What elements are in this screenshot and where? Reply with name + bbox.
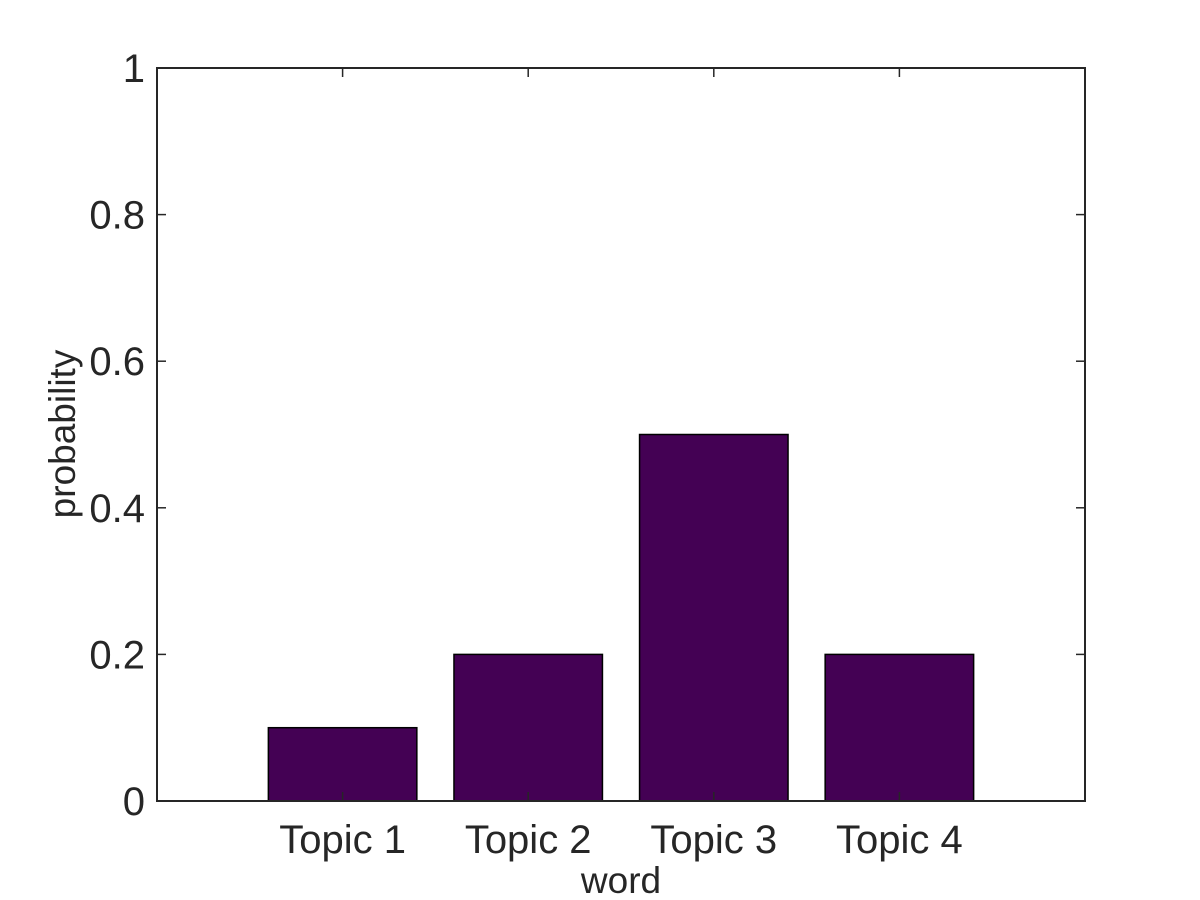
bar-series	[267, 433, 975, 802]
y-tick-label: 0.4	[89, 487, 145, 531]
bar-3	[638, 433, 789, 802]
x-tick-label: Topic 2	[465, 818, 592, 862]
bar-1	[267, 726, 418, 802]
bar-2	[453, 653, 604, 802]
x-tick-label: Topic 1	[279, 818, 406, 862]
plot-frame	[156, 67, 1086, 802]
bar-4	[824, 653, 975, 802]
x-axis-label: word	[580, 860, 661, 900]
y-tick-label: 1	[123, 47, 145, 91]
y-tick-labels: 0 0.2 0.4 0.6 0.8 1	[89, 47, 145, 824]
x-tick-labels: Topic 1 Topic 2 Topic 3 Topic 4	[279, 818, 963, 862]
y-tick-label: 0.6	[89, 340, 145, 384]
y-tick-label: 0	[123, 780, 145, 824]
y-axis-label: probability	[42, 349, 83, 518]
y-tick-label: 0.2	[89, 633, 145, 677]
x-tick-label: Topic 4	[836, 818, 963, 862]
x-tick-label: Topic 3	[650, 818, 777, 862]
y-tick-label: 0.8	[89, 194, 145, 238]
